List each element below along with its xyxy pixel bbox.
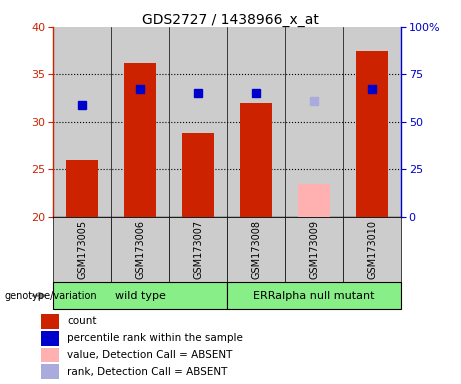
Text: GSM173006: GSM173006 [135,220,145,279]
Bar [66,160,98,217]
Text: GSM173007: GSM173007 [193,220,203,279]
Text: GSM173009: GSM173009 [309,220,319,279]
Bar [53,217,111,282]
Bar [356,51,388,217]
Text: genotype/variation: genotype/variation [5,291,97,301]
Bar [41,331,59,346]
Bar [343,27,401,217]
Bar [111,27,169,217]
Bar [53,27,111,217]
Bar [240,103,272,217]
Text: GDS2727 / 1438966_x_at: GDS2727 / 1438966_x_at [142,13,319,27]
Bar [53,282,227,309]
Bar [285,27,343,217]
Bar [41,348,59,362]
Text: count: count [67,316,97,326]
Text: GSM173010: GSM173010 [367,220,377,279]
Text: GSM173005: GSM173005 [77,220,87,279]
Bar [124,63,156,217]
Bar [169,217,227,282]
Text: ERRalpha null mutant: ERRalpha null mutant [253,291,375,301]
Text: GSM173008: GSM173008 [251,220,261,279]
Bar [227,27,285,217]
Text: wild type: wild type [115,291,165,301]
Text: percentile rank within the sample: percentile rank within the sample [67,333,243,343]
Text: value, Detection Call = ABSENT: value, Detection Call = ABSENT [67,350,233,360]
Bar [41,314,59,329]
Bar [41,364,59,379]
Bar [111,217,169,282]
Bar [169,27,227,217]
Bar [285,217,343,282]
Bar [227,282,401,309]
Text: rank, Detection Call = ABSENT: rank, Detection Call = ABSENT [67,367,228,377]
Bar [343,217,401,282]
Bar [182,133,214,217]
Bar [298,184,330,217]
Bar [227,217,285,282]
